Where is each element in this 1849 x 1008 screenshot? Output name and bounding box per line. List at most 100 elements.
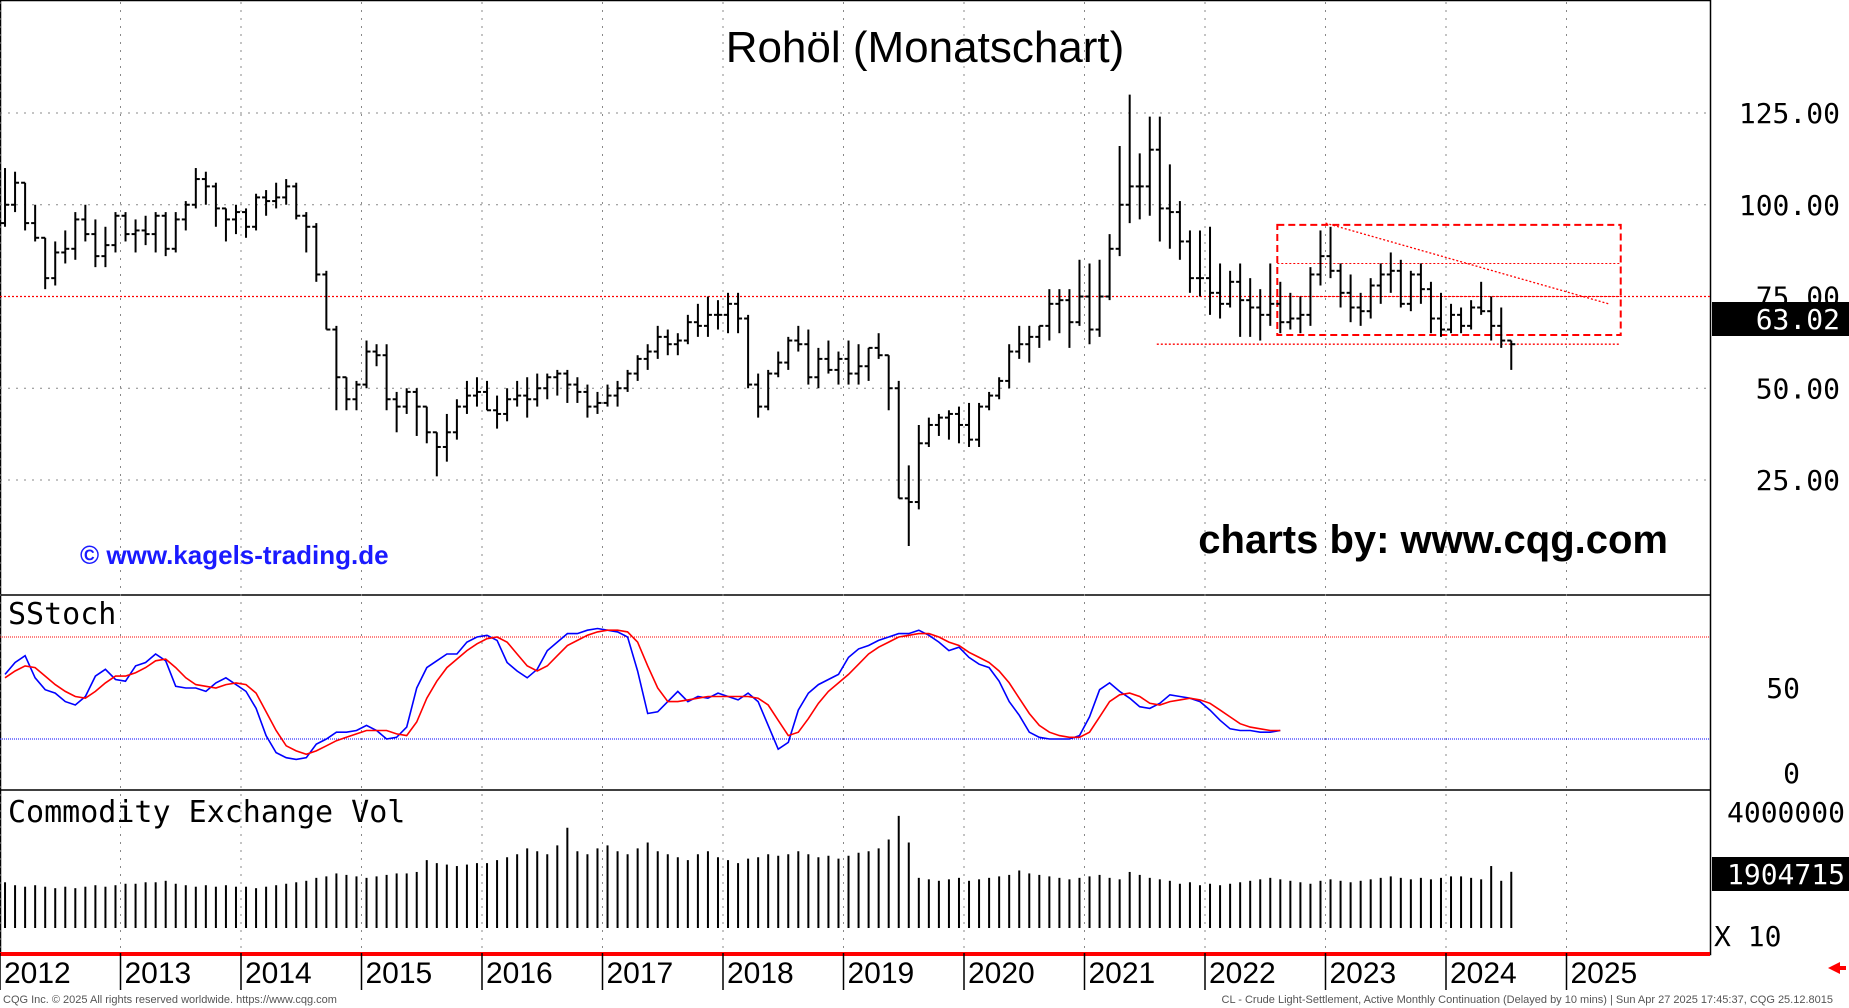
watermark-kagels: © www.kagels-trading.de	[80, 540, 389, 570]
ohlc-bar	[633, 355, 642, 381]
ohlc-bar	[1165, 164, 1174, 249]
ohlc-bar	[1085, 263, 1094, 345]
ohlc-bar	[1436, 292, 1445, 337]
price-tick-label: 25.00	[1756, 464, 1840, 497]
watermark-cqg: charts by: www.cqg.com	[1198, 518, 1668, 562]
ohlc-bar	[211, 182, 220, 227]
ohlc-bar	[764, 369, 773, 411]
volume-panel-title: Commodity Exchange Vol	[8, 795, 405, 830]
stoch-panel-title: SStoch	[8, 597, 116, 632]
ohlc-bar	[1055, 289, 1064, 334]
ohlc-bar	[151, 212, 160, 253]
ohlc-bar	[141, 215, 150, 246]
ohlc-bar	[312, 223, 321, 282]
ohlc-bar	[61, 230, 70, 264]
year-tick-label: 2020	[968, 957, 1035, 990]
year-tick-label: 2025	[1571, 957, 1638, 990]
ohlc-bar	[1356, 292, 1365, 326]
ohlc-bar	[623, 369, 632, 392]
ohlc-bar	[332, 325, 341, 411]
ohlc-bar	[402, 388, 411, 414]
ohlc-bar	[734, 292, 743, 334]
ohlc-bar	[1497, 307, 1506, 348]
footer-copyright: CQG Inc. © 2025 All rights reserved worl…	[3, 994, 337, 1006]
ohlc-bar	[422, 405, 431, 444]
ohlc-bar	[573, 377, 582, 403]
ohlc-bar	[874, 333, 883, 359]
ohlc-bar	[673, 333, 682, 356]
year-tick-label: 2022	[1209, 957, 1276, 990]
volume-last-badge	[1712, 857, 1849, 891]
ohlc-bar	[1477, 281, 1486, 315]
year-tick-label: 2013	[125, 957, 192, 990]
ohlc-bar	[452, 399, 461, 440]
ohlc-bar	[774, 351, 783, 378]
last-price-badge	[1712, 302, 1849, 336]
year-tick-label: 2012	[4, 957, 71, 990]
ohlc-bar	[1075, 259, 1084, 326]
stoch-tick-label: 50	[1766, 672, 1800, 705]
footer-instrument-info: CL - Crude Light-Settlement, Active Mont…	[1222, 994, 1833, 1006]
ohlc-bar	[914, 424, 923, 510]
ohlc-bar	[533, 373, 542, 407]
volume-top-label: 4000000	[1727, 796, 1845, 829]
year-tick-label: 2024	[1450, 957, 1517, 990]
ohlc-bar	[904, 465, 913, 547]
ohlc-bar	[442, 413, 451, 462]
ohlc-bar	[683, 314, 692, 345]
ohlc-bar	[121, 212, 130, 242]
ohlc-bar	[1457, 307, 1466, 334]
ohlc-bar	[302, 212, 311, 253]
ohlc-bar	[1266, 263, 1275, 326]
ohlc-bar	[804, 329, 813, 385]
ohlc-bar	[1045, 289, 1054, 341]
ohlc-bar	[1, 168, 10, 227]
stoch-tick-label: 0	[1783, 757, 1800, 790]
ohlc-bar	[1447, 303, 1456, 334]
ohlc-bar	[1316, 230, 1325, 286]
ohlc-bar	[975, 402, 984, 447]
ohlc-bar	[1185, 230, 1194, 293]
ohlc-bar	[543, 373, 552, 400]
time-axis-bar	[0, 952, 1710, 956]
ohlc-bar	[1276, 281, 1285, 334]
ohlc-bar	[221, 207, 230, 242]
price-tick-label: 100.00	[1739, 189, 1840, 222]
ohlc-bar	[392, 391, 401, 433]
ohlc-bar	[1236, 263, 1245, 337]
ohlc-bar	[693, 303, 702, 337]
year-tick-label: 2014	[245, 957, 312, 990]
ohlc-bar	[1195, 230, 1204, 297]
ohlc-bar	[11, 171, 20, 213]
ohlc-bar	[934, 413, 943, 436]
scroll-left-icon[interactable]	[1828, 962, 1840, 974]
ohlc-bar	[713, 300, 722, 330]
ohlc-bar	[1416, 263, 1425, 304]
ohlc-bar	[462, 380, 471, 414]
ohlc-bar	[1386, 252, 1395, 293]
ohlc-bar	[794, 325, 803, 352]
price-bars	[1, 94, 1516, 547]
ohlc-bar	[41, 236, 50, 290]
ohlc-bar	[613, 380, 622, 407]
range-box	[1276, 223, 1622, 337]
ohlc-bar	[322, 270, 331, 331]
ohlc-bar	[31, 204, 40, 242]
ohlc-bar	[985, 391, 994, 411]
ohlc-bar	[1256, 289, 1265, 341]
year-tick-label: 2021	[1089, 957, 1156, 990]
ohlc-bar	[342, 376, 351, 411]
ohlc-bar	[483, 380, 492, 412]
ohlc-bar	[382, 344, 391, 411]
volume-bars	[4, 815, 1513, 928]
ohlc-bar	[1246, 278, 1255, 337]
ohlc-bar	[1336, 263, 1345, 308]
ohlc-bar	[1366, 278, 1375, 319]
ohlc-bar	[191, 168, 200, 209]
ohlc-bar	[1487, 296, 1496, 341]
ohlc-bar	[583, 384, 592, 418]
year-tick-label: 2017	[607, 957, 674, 990]
ohlc-bar	[21, 181, 30, 231]
ohlc-bar	[372, 344, 381, 367]
